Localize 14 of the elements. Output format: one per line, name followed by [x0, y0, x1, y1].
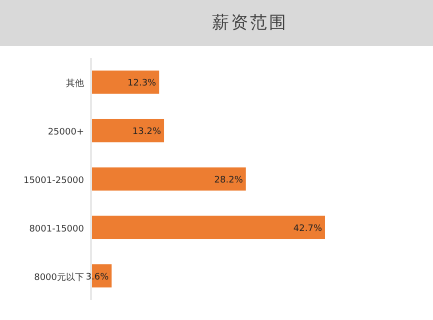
- y-tick-label: 其他: [66, 78, 84, 90]
- y-tick-label: 8001-15000: [29, 224, 84, 234]
- bar: [92, 118, 164, 142]
- y-tick-label: 15001-25000: [23, 176, 84, 186]
- bar: [92, 167, 246, 191]
- data-label: 28.2%: [214, 176, 244, 186]
- data-label: 42.7%: [293, 224, 322, 234]
- data-label: 12.3%: [128, 78, 157, 89]
- bar: [92, 70, 160, 94]
- data-label: 13.2%: [132, 127, 162, 138]
- chart-title: 薪资范围: [212, 13, 288, 33]
- y-tick-label: 8000元以下: [34, 272, 84, 283]
- y-tick-label: 25000+: [48, 128, 84, 138]
- bar: [92, 216, 325, 240]
